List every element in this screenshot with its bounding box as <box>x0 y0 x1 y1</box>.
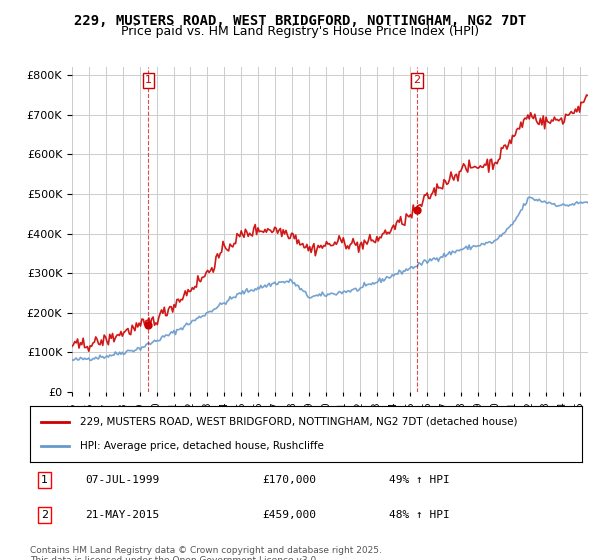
Text: HPI: Average price, detached house, Rushcliffe: HPI: Average price, detached house, Rush… <box>80 441 323 451</box>
Text: 229, MUSTERS ROAD, WEST BRIDGFORD, NOTTINGHAM, NG2 7DT: 229, MUSTERS ROAD, WEST BRIDGFORD, NOTTI… <box>74 14 526 28</box>
Text: 1: 1 <box>41 475 48 485</box>
Text: £459,000: £459,000 <box>262 510 316 520</box>
Text: 49% ↑ HPI: 49% ↑ HPI <box>389 475 449 485</box>
Text: 21-MAY-2015: 21-MAY-2015 <box>85 510 160 520</box>
Text: 229, MUSTERS ROAD, WEST BRIDGFORD, NOTTINGHAM, NG2 7DT (detached house): 229, MUSTERS ROAD, WEST BRIDGFORD, NOTTI… <box>80 417 517 427</box>
Text: Contains HM Land Registry data © Crown copyright and database right 2025.
This d: Contains HM Land Registry data © Crown c… <box>30 546 382 560</box>
Text: 2: 2 <box>413 76 421 85</box>
Text: 1: 1 <box>145 76 152 85</box>
Text: 48% ↑ HPI: 48% ↑ HPI <box>389 510 449 520</box>
Text: 2: 2 <box>41 510 48 520</box>
Text: Price paid vs. HM Land Registry's House Price Index (HPI): Price paid vs. HM Land Registry's House … <box>121 25 479 38</box>
Text: £170,000: £170,000 <box>262 475 316 485</box>
Text: 07-JUL-1999: 07-JUL-1999 <box>85 475 160 485</box>
